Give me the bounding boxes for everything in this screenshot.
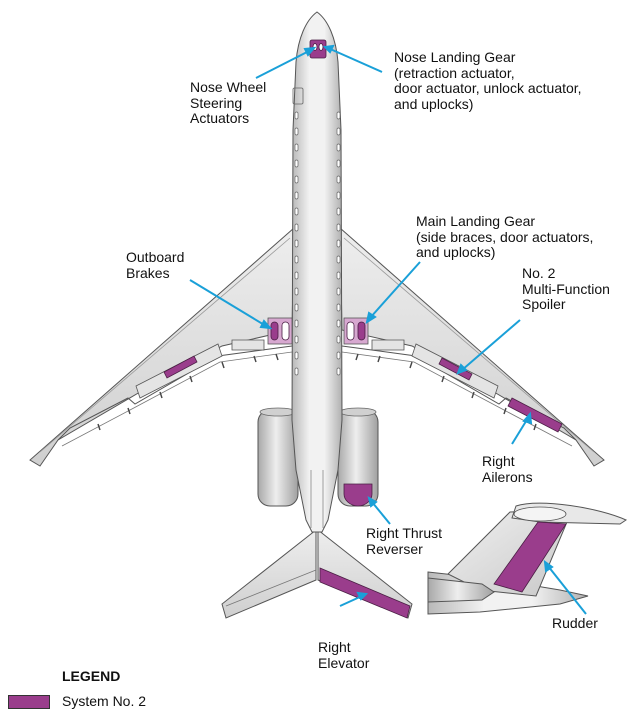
right-thrust-reverser-label: Right Thrust Reverser (366, 525, 442, 557)
nose-wheel-steering-label: Nose Wheel Steering Actuators (190, 79, 267, 126)
left-spoiler-highlight (163, 355, 198, 379)
outboard-brakes-label: Outboard Brakes (126, 249, 185, 281)
fuselage-window (336, 367, 341, 376)
fuselage-window (336, 239, 341, 248)
fuselage-window (294, 367, 299, 376)
main-landing-gear-label: Main Landing Gear (side braces, door act… (416, 213, 594, 260)
tail-inset (427, 500, 636, 620)
fuselage-window (336, 207, 341, 216)
fuselage-window (336, 335, 341, 344)
horizontal-stabilizer (221, 528, 413, 619)
thrust-reverser-highlight (343, 483, 373, 507)
right-elevator-label: Right Elevator (318, 639, 370, 671)
rudder-label: Rudder (552, 615, 598, 631)
fuselage-window (336, 175, 341, 184)
legend-label-system-no-2: System No. 2 (62, 693, 147, 709)
fuselage-window (294, 271, 299, 280)
fuselage-window (336, 255, 341, 264)
rudder-highlight (493, 521, 567, 593)
legend-swatch-system-no-2 (8, 695, 50, 709)
fuselage-window (294, 303, 299, 312)
fuselage-window (336, 127, 341, 136)
fuselage-window (336, 319, 341, 328)
fuselage-window (294, 191, 299, 200)
right-wing (339, 226, 605, 467)
fuselage (291, 11, 343, 533)
fuselage-window (336, 191, 341, 200)
fuselage-window (294, 127, 299, 136)
fuselage-window (336, 287, 341, 296)
left-engine (257, 407, 299, 507)
fuselage-window (294, 207, 299, 216)
right-ailerons-label: Right Ailerons (482, 453, 533, 485)
leader-lines (189, 44, 587, 615)
right-engine (337, 407, 379, 507)
fuselage-window (294, 159, 299, 168)
fuselage-window (294, 287, 299, 296)
right-aileron-highlight (507, 397, 563, 433)
fuselage-window (294, 351, 299, 360)
mfs-label: No. 2 Multi-Function Spoiler (522, 265, 610, 312)
fuselage-window (294, 111, 299, 120)
fuselage-window (294, 175, 299, 184)
fuselage-window (336, 143, 341, 152)
fuselage-window (336, 159, 341, 168)
fuselage-window (336, 351, 341, 360)
fuselage-window (294, 239, 299, 248)
legend-title: LEGEND (62, 668, 121, 684)
fuselage-window (294, 319, 299, 328)
fuselage-window (336, 223, 341, 232)
fuselage-window (336, 303, 341, 312)
fuselage-window (294, 255, 299, 264)
fuselage-window (294, 223, 299, 232)
fuselage-window (294, 143, 299, 152)
fuselage-window (294, 335, 299, 344)
fuselage-window (336, 271, 341, 280)
nose-landing-gear-label: Nose Landing Gear (retraction actuator, … (394, 49, 582, 112)
fuselage-window (336, 111, 341, 120)
